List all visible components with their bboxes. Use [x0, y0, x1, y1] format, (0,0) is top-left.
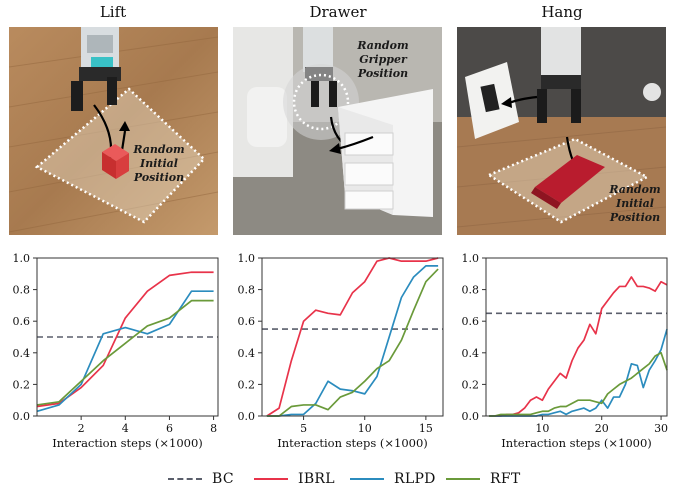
hang-annotation-line-1: Random: [608, 183, 660, 196]
drawer-ytick-label: 0.6: [238, 315, 256, 328]
lift-ytick-label: 0.0: [13, 410, 31, 423]
task-title-lift: Lift: [99, 3, 127, 21]
lift-annotation-line-1: Random: [132, 143, 184, 156]
hang-ytick-label: 0.6: [462, 315, 480, 328]
lift-ytick-label: 0.2: [13, 378, 31, 391]
drawer-series-rft: [266, 268, 439, 417]
lift-series-ibrl: [36, 271, 214, 408]
legend-item-bc: BC: [168, 468, 234, 490]
drawer-annotation-line-2: Gripper: [359, 53, 408, 66]
hang-series-ibrl: [488, 276, 668, 417]
lift-xtick-label: 4: [122, 422, 129, 435]
legend-label-rft: RFT: [490, 471, 521, 487]
legend-label-rlpd: RLPD: [394, 471, 436, 487]
legend-item-rft: RFT: [446, 468, 521, 490]
drawer-ytick-label: 0.4: [238, 347, 256, 360]
lift-task-photo: Random Initial Position: [9, 27, 218, 235]
hang-ytick-label: 0.4: [462, 347, 480, 360]
legend-item-rlpd: RLPD: [350, 468, 436, 490]
hang-ytick-label: 0.2: [462, 378, 480, 391]
drawer-annotation-line-3: Position: [357, 67, 408, 80]
legend-label-bc: BC: [212, 471, 234, 487]
drawer-ytick-label: 0.8: [238, 284, 256, 297]
lift-series-rft: [36, 299, 214, 406]
hang-ytick-label: 0.0: [462, 410, 480, 423]
lift-xtick-label: 8: [210, 422, 217, 435]
drawer-xtick-label: 10: [358, 422, 372, 435]
drawer-series-rlpd: [266, 265, 439, 417]
hang-ytick-label: 1.0: [462, 252, 480, 265]
legend-swatch-rft: [446, 478, 480, 480]
lift-annotation-line-3: Position: [133, 171, 184, 184]
hang-xaxis-label: Interaction steps (×1000): [501, 436, 652, 450]
chart-legend: BC IBRL RLPD RFT: [0, 468, 678, 490]
drawer-task-photo: Random Gripper Position: [233, 27, 442, 235]
legend-swatch-ibrl: [254, 478, 288, 480]
drawer-plot-frame: [261, 257, 444, 417]
legend-swatch-rlpd: [350, 478, 384, 480]
task-title-hang: Hang: [541, 3, 583, 21]
drawer-xtick-label: 15: [419, 422, 433, 435]
hang-xtick-label: 30: [654, 422, 668, 435]
drawer-series-ibrl: [266, 257, 439, 417]
drawer-ytick-label: 0.2: [238, 378, 256, 391]
legend-swatch-bc: [168, 478, 202, 480]
drawer-xaxis-label: Interaction steps (×1000): [277, 436, 428, 450]
hang-plot-frame: [485, 257, 668, 417]
hang-annotation-line-2: Initial: [615, 197, 654, 210]
hang-annotation-line-3: Position: [609, 211, 660, 224]
lift-ytick-label: 0.8: [13, 284, 31, 297]
lift-series-rlpd: [36, 290, 214, 413]
drawer-ytick-label: 1.0: [238, 252, 256, 265]
lift-xtick-label: 6: [166, 422, 173, 435]
lift-plot-frame: [36, 257, 219, 417]
drawer-xtick-label: 5: [300, 422, 307, 435]
task-title-drawer: Drawer: [309, 3, 367, 21]
hang-ytick-label: 0.8: [462, 284, 480, 297]
legend-label-ibrl: IBRL: [298, 471, 335, 487]
lift-ytick-label: 1.0: [13, 252, 31, 265]
lift-annotation-line-2: Initial: [139, 157, 178, 170]
hang-series-rlpd: [488, 328, 668, 417]
lift-ytick-label: 0.6: [13, 315, 31, 328]
lift-xaxis-label: Interaction steps (×1000): [52, 436, 203, 450]
drawer-annotation-line-1: Random: [356, 39, 408, 52]
hang-xtick-label: 10: [535, 422, 549, 435]
lift-xtick-label: 2: [78, 422, 85, 435]
drawer-ytick-label: 0.0: [238, 410, 256, 423]
hang-task-photo: Random Initial Position: [457, 27, 666, 235]
lift-success-chart: 0.0 0.2 0.4 0.6 0.8 1.0 2 4 6 8 Interaction steps …: [13, 252, 219, 450]
lift-ytick-label: 0.4: [13, 347, 31, 360]
legend-item-ibrl: IBRL: [254, 468, 335, 490]
hang-xtick-label: 20: [595, 422, 609, 435]
hang-series-rft: [488, 351, 668, 417]
